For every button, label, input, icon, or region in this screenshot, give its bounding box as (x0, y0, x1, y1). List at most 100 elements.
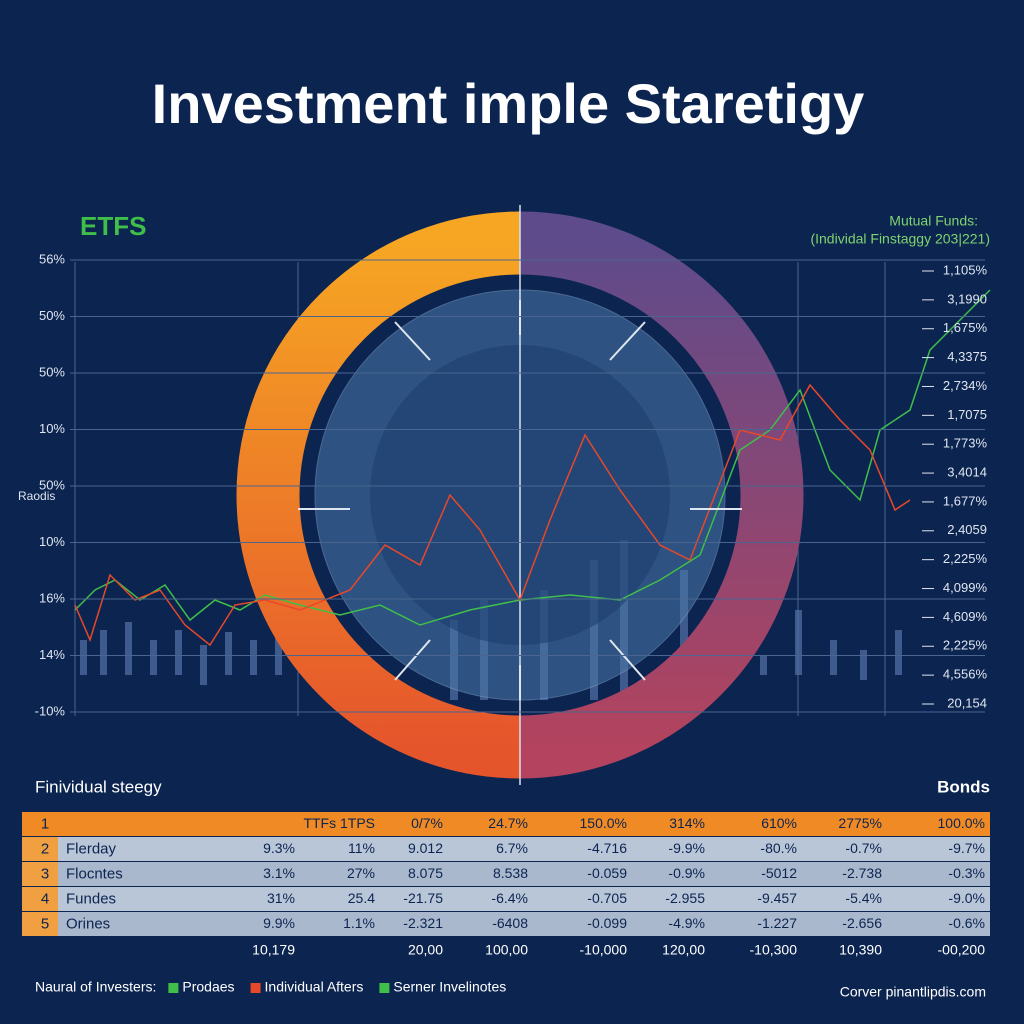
table-cell: 9.9% (263, 915, 295, 931)
total-cell: 100,00 (485, 942, 528, 958)
row-number-cell (22, 862, 58, 886)
row-name: Flocntes (66, 865, 123, 882)
legend-swatch (250, 983, 261, 993)
right-axis-label: 20,154 (947, 695, 987, 710)
total-cell: -10,300 (750, 942, 798, 958)
legend-item: Serner Invelinotes (393, 979, 506, 995)
table-row (22, 912, 990, 936)
table-cell: -2.955 (665, 890, 705, 906)
table-cell: -4.9% (668, 915, 705, 931)
left-axis-label: 14% (39, 647, 65, 662)
table-cell: 25.4 (348, 890, 375, 906)
table-cell: 0/7% (411, 815, 443, 831)
row-number: 5 (41, 915, 49, 932)
table-cell: -9.0% (948, 890, 985, 906)
table-cell: 11% (348, 840, 375, 856)
table-row (22, 837, 990, 861)
row-number-cell (22, 812, 58, 836)
right-axis-label: 1,675% (943, 320, 988, 335)
total-cell: 10,179 (252, 942, 295, 958)
right-axis-label: 2,4059 (947, 522, 987, 537)
table-corner: Bonds (937, 777, 990, 796)
right-axis-label: 2,734% (943, 378, 988, 393)
right-axis-label: 4,556% (943, 667, 988, 682)
left-heading: ETFS (80, 211, 146, 241)
table-cell: -9.7% (948, 840, 985, 856)
table-cell: -1.227 (757, 915, 797, 931)
table-cell: 100.0% (938, 815, 985, 831)
row-number: 4 (41, 890, 49, 907)
table-cell: -0.059 (587, 865, 627, 881)
table-cell: -2.321 (403, 915, 443, 931)
table-cell: -0.7% (845, 840, 882, 856)
table-cell: -2.656 (842, 915, 882, 931)
table-cell: -0.9% (668, 865, 705, 881)
table-cell: 610% (761, 815, 797, 831)
row-number-cell (22, 912, 58, 936)
table-cell: -2.738 (842, 865, 882, 881)
footer: Corver pinantlipdis.com (840, 984, 986, 1000)
ring-right (520, 211, 804, 779)
row-number: 1 (41, 815, 49, 832)
right-axis-label: 4,3375 (947, 349, 987, 364)
left-axis-label: 10% (39, 421, 65, 436)
table-cell: 27% (347, 865, 375, 881)
right-axis-label: 3,1990 (947, 291, 987, 306)
table-cell: TTFs 1TPS (303, 815, 375, 831)
dial-ticks (298, 300, 742, 700)
legend-label: Naural of Investers: (35, 979, 156, 995)
table-cell: -21.75 (403, 890, 443, 906)
left-axis-label: 50% (39, 477, 65, 492)
table-cell: 2775% (838, 815, 882, 831)
table-cell: 9.3% (263, 840, 295, 856)
table-row (22, 887, 990, 911)
table-cell: 314% (669, 815, 705, 831)
table-cell: 31% (267, 890, 295, 906)
legend-item: Prodaes (182, 979, 234, 995)
right-heading: Mutual Funds: (889, 213, 978, 229)
right-axis-label: 4,099% (943, 580, 988, 595)
price-line (74, 383, 911, 647)
right-heading: (Individal Finstaggy 203|221) (810, 231, 990, 247)
table-cell: -80.% (760, 840, 797, 856)
table-cell: -0.099 (587, 915, 627, 931)
left-axis-label: 50% (39, 364, 65, 379)
row-name: Fundes (66, 890, 116, 907)
right-axis-label: 1,773% (943, 436, 988, 451)
table-row (22, 862, 990, 886)
table-cell: 24.7% (488, 815, 528, 831)
right-axis-label: 3,4014 (947, 465, 987, 480)
table-cell: 150.0% (580, 815, 627, 831)
table-cell: 1.1% (343, 915, 375, 931)
legend-swatch (168, 983, 179, 993)
table-cell: -6408 (492, 915, 528, 931)
row-number: 2 (41, 840, 49, 857)
row-number-cell (22, 837, 58, 861)
left-axis-label: 56% (39, 251, 65, 266)
table-cell: -0.6% (948, 915, 985, 931)
table-cell: 6.7% (496, 840, 528, 856)
table-cell: -9.9% (668, 840, 705, 856)
total-cell: 120,00 (662, 942, 705, 958)
table-cell: -0.705 (587, 890, 627, 906)
ring-left (236, 211, 520, 779)
table-cell: -0.3% (948, 865, 985, 881)
row-name: Flerday (66, 840, 117, 857)
row-name: Orines (66, 915, 110, 932)
table-cell: -6.4% (491, 890, 528, 906)
table-title: Finividual steegy (35, 777, 162, 796)
left-axis-label: 10% (39, 534, 65, 549)
axis-title: Raodis (18, 489, 55, 503)
table-cell: 3.1% (263, 865, 295, 881)
right-axis-label: 1,105% (943, 262, 988, 277)
table-cell: -5.4% (845, 890, 882, 906)
total-cell: -10,000 (580, 942, 628, 958)
row-number-cell (22, 887, 58, 911)
total-cell: 20,00 (408, 942, 443, 958)
title: Investment imple Staretigy (152, 72, 865, 135)
left-axis-label: 16% (39, 590, 65, 605)
row-number: 3 (41, 865, 49, 882)
table-cell: -4.716 (587, 840, 627, 856)
